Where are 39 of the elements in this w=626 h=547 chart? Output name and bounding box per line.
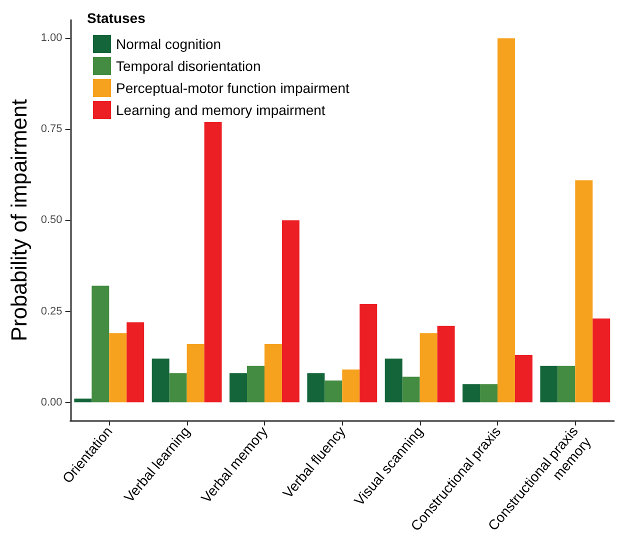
bar — [126, 322, 144, 402]
bar — [109, 333, 127, 402]
bar — [360, 304, 378, 402]
y-tick-label: 0.00 — [40, 396, 62, 408]
y-axis-title: Probability of impairment — [6, 99, 32, 342]
bar — [282, 220, 300, 402]
bar — [514, 354, 532, 402]
bar — [480, 384, 498, 402]
bar — [186, 344, 204, 402]
bar — [247, 366, 264, 402]
legend-title: Statuses — [87, 10, 146, 26]
bar — [264, 344, 282, 402]
bar — [204, 122, 222, 402]
y-tick-label: 0.75 — [40, 123, 62, 136]
legend-label: Temporal disorientation — [116, 58, 261, 74]
bar — [462, 384, 480, 402]
bar — [402, 376, 420, 402]
bar — [74, 398, 92, 402]
legend-label: Learning and memory impairment — [116, 102, 326, 118]
bar — [437, 326, 455, 402]
bar — [592, 318, 610, 402]
bar — [152, 358, 170, 402]
bar — [169, 373, 187, 402]
bar — [420, 333, 438, 402]
legend-label: Normal cognition — [116, 36, 222, 52]
bar — [540, 366, 558, 402]
bar — [324, 380, 342, 402]
y-tick-label: 0.50 — [40, 214, 62, 226]
y-tick-label: 1.00 — [40, 32, 62, 44]
bar — [230, 373, 248, 402]
bar — [384, 358, 402, 402]
legend-label: Perceptual-motor function impairment — [116, 80, 350, 96]
bar — [558, 366, 576, 402]
bar — [92, 286, 110, 402]
y-tick-label: 0.25 — [40, 305, 62, 318]
bar — [575, 180, 593, 402]
bar — [307, 373, 325, 402]
bar — [342, 370, 360, 402]
bar — [497, 38, 515, 402]
